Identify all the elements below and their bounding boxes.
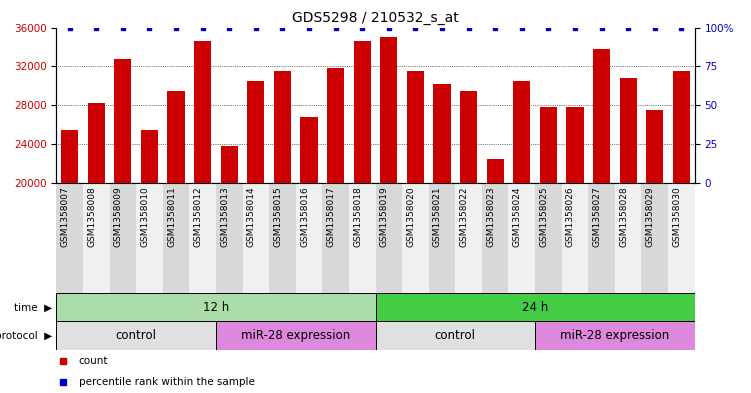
Title: GDS5298 / 210532_s_at: GDS5298 / 210532_s_at [292, 11, 459, 25]
Bar [482, 183, 508, 293]
Text: GSM1358016: GSM1358016 [300, 186, 309, 247]
Text: GSM1358020: GSM1358020 [406, 186, 415, 247]
Bar [429, 183, 455, 293]
Text: protocol  ▶: protocol ▶ [0, 331, 53, 341]
Bar [668, 183, 695, 293]
Bar [88, 103, 105, 378]
Bar [455, 183, 482, 293]
Bar [194, 41, 211, 378]
Text: GSM1358010: GSM1358010 [140, 186, 149, 247]
Bar [296, 183, 322, 293]
Bar [167, 91, 185, 378]
Bar [274, 71, 291, 378]
Text: count: count [79, 356, 108, 365]
Bar [216, 321, 376, 350]
Text: 24 h: 24 h [522, 301, 548, 314]
Text: GSM1358021: GSM1358021 [433, 186, 442, 247]
Bar [433, 84, 451, 378]
Bar [646, 110, 663, 378]
Text: GSM1358012: GSM1358012 [194, 186, 203, 247]
Text: percentile rank within the sample: percentile rank within the sample [79, 377, 255, 387]
Text: control: control [116, 329, 157, 342]
Text: GSM1358024: GSM1358024 [513, 186, 522, 247]
Bar [380, 37, 397, 378]
Text: GSM1358011: GSM1358011 [167, 186, 176, 247]
Bar [566, 107, 584, 378]
Bar [140, 130, 158, 378]
Text: GSM1358015: GSM1358015 [273, 186, 282, 247]
Bar [322, 183, 349, 293]
Bar [163, 183, 189, 293]
Text: GSM1358028: GSM1358028 [619, 186, 628, 247]
Bar [641, 183, 668, 293]
Bar [588, 183, 615, 293]
Bar [243, 183, 269, 293]
Bar [327, 68, 344, 378]
Bar [562, 183, 588, 293]
Text: GSM1358013: GSM1358013 [220, 186, 229, 247]
Bar [513, 81, 530, 378]
Bar [300, 117, 318, 378]
Bar [216, 183, 243, 293]
Bar [620, 78, 637, 378]
Text: miR-28 expression: miR-28 expression [241, 329, 350, 342]
Bar [673, 71, 690, 378]
Text: miR-28 expression: miR-28 expression [560, 329, 669, 342]
Text: GSM1358009: GSM1358009 [114, 186, 123, 247]
Bar [593, 49, 611, 378]
Bar [110, 183, 136, 293]
Text: GSM1358029: GSM1358029 [646, 186, 655, 247]
Bar [61, 130, 78, 378]
Text: GSM1358019: GSM1358019 [380, 186, 389, 247]
Text: GSM1358022: GSM1358022 [460, 186, 469, 247]
Bar [269, 183, 296, 293]
Bar [136, 183, 163, 293]
Bar [83, 183, 110, 293]
Text: GSM1358026: GSM1358026 [566, 186, 575, 247]
Text: GSM1358018: GSM1358018 [353, 186, 362, 247]
Text: GSM1358027: GSM1358027 [593, 186, 602, 247]
Text: time  ▶: time ▶ [14, 302, 53, 312]
Bar [376, 321, 535, 350]
Bar [535, 321, 695, 350]
Text: GSM1358023: GSM1358023 [486, 186, 495, 247]
Bar [540, 107, 557, 378]
Bar [349, 183, 376, 293]
Bar [487, 159, 504, 378]
Text: 12 h: 12 h [203, 301, 229, 314]
Bar [460, 91, 477, 378]
Bar [407, 71, 424, 378]
Text: control: control [435, 329, 476, 342]
Bar [114, 59, 131, 378]
Bar [56, 183, 83, 293]
Bar [56, 293, 376, 321]
Text: GSM1358008: GSM1358008 [87, 186, 96, 247]
Bar [376, 293, 695, 321]
Bar [402, 183, 429, 293]
Bar [189, 183, 216, 293]
Text: GSM1358007: GSM1358007 [61, 186, 70, 247]
Text: GSM1358017: GSM1358017 [327, 186, 336, 247]
Bar [221, 146, 238, 378]
Bar [508, 183, 535, 293]
Bar [376, 183, 402, 293]
Bar [615, 183, 641, 293]
Text: GSM1358030: GSM1358030 [672, 186, 681, 247]
Text: GSM1358025: GSM1358025 [539, 186, 548, 247]
Text: GSM1358014: GSM1358014 [247, 186, 256, 247]
Bar [535, 183, 562, 293]
Bar [56, 321, 216, 350]
Bar [354, 41, 371, 378]
Bar [247, 81, 264, 378]
